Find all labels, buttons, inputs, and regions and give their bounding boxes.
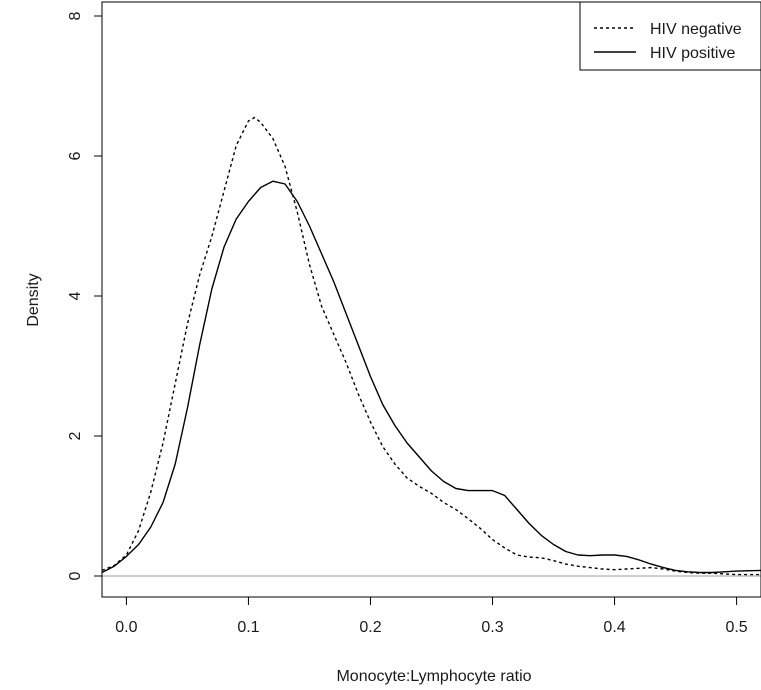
x-tick-label: 0.4 — [603, 619, 625, 636]
x-axis-title: Monocyte:Lymphocyte ratio — [336, 668, 531, 685]
legend-label: HIV negative — [650, 21, 742, 38]
x-tick-label: 0.2 — [359, 619, 381, 636]
y-tick-label: 2 — [67, 431, 84, 440]
y-tick-label: 8 — [67, 11, 84, 20]
y-tick-label: 6 — [67, 151, 84, 160]
series-line-hiv-negative — [101, 116, 761, 576]
legend: HIV negative HIV positive — [579, 1, 761, 71]
x-tick-label: 0.3 — [481, 619, 503, 636]
series-line-hiv-positive — [101, 180, 761, 574]
x-tick-label: 0.5 — [725, 619, 747, 636]
plot-frame — [101, 1, 761, 598]
plot-area — [101, 116, 761, 577]
y-axis-title: Density — [25, 273, 42, 326]
x-tick-label: 0.1 — [237, 619, 259, 636]
legend-box — [579, 1, 761, 71]
x-tick-label: 0.0 — [115, 619, 137, 636]
y-tick-label: 4 — [67, 291, 84, 300]
axes: 0.0 0.1 0.2 0.3 0.4 0.5 0 2 4 6 8 — [67, 1, 761, 636]
legend-label: HIV positive — [650, 45, 735, 62]
y-tick-label: 0 — [67, 571, 84, 580]
